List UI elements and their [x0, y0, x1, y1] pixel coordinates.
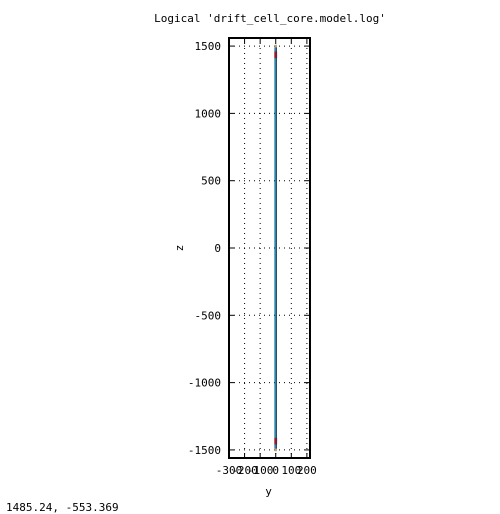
grid-lines — [229, 38, 310, 458]
inner-core — [274, 47, 277, 449]
bottom-endcap — [274, 437, 278, 445]
y-axis-ticks: -1500 -1000 -500 0 500 1000 1500 — [188, 40, 310, 457]
cursor-coordinate-readout: 1485.24, -553.369 — [6, 501, 119, 514]
x-tick-label: 0 — [272, 464, 279, 477]
y-tick-label: 1000 — [195, 107, 222, 120]
x-tick-label: 100 — [281, 464, 301, 477]
y-tick-label: 1500 — [195, 40, 222, 53]
x-tick-label: -100 — [247, 464, 274, 477]
y-tick-label: -500 — [195, 309, 222, 322]
x-axis-label: y — [265, 485, 272, 498]
y-tick-label: 0 — [214, 242, 221, 255]
x-tick-label: -300 — [216, 464, 243, 477]
geometry-shapes — [274, 44, 278, 452]
chart-title: Logical 'drift_cell_core.model.log' — [154, 12, 386, 25]
x-tick-label: -200 — [231, 464, 258, 477]
y-tick-label: -1000 — [188, 377, 221, 390]
y-axis-label: z — [173, 245, 186, 252]
y-tick-label: 500 — [201, 175, 221, 188]
y-tick-label: -1500 — [188, 444, 221, 457]
top-endcap — [274, 51, 278, 59]
x-tick-label: 200 — [297, 464, 317, 477]
